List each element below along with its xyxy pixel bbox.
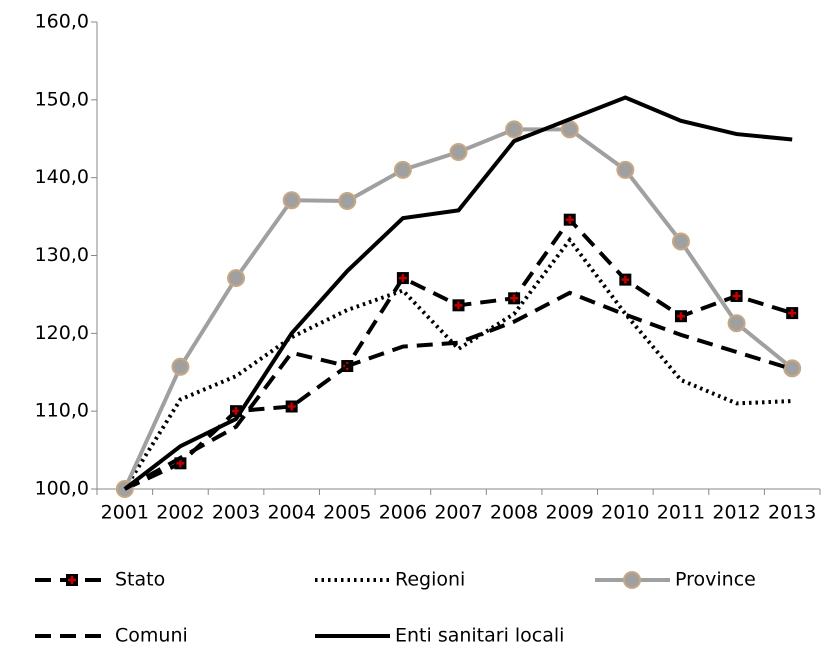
marker [227, 269, 246, 288]
x-tick-label: 2001 [101, 502, 149, 524]
marker [783, 359, 802, 378]
x-tick-label: 2008 [490, 502, 538, 524]
y-tick-label: 140,0 [35, 166, 89, 188]
marker-plus [454, 301, 463, 310]
marker-plus [510, 294, 519, 303]
marker [508, 292, 521, 305]
marker-plus [232, 407, 241, 416]
x-tick-label: 2002 [156, 502, 204, 524]
marker [674, 310, 687, 323]
x-tick-label: 2004 [267, 502, 315, 524]
marker [66, 574, 78, 586]
legend-entry: Regioni [315, 569, 465, 591]
marker [449, 142, 468, 161]
line [123, 236, 793, 491]
marker-plus [621, 275, 630, 284]
y-tick-label: 120,0 [35, 322, 89, 344]
marker [616, 160, 635, 179]
line [123, 290, 793, 491]
y-tick-label: 110,0 [35, 400, 89, 422]
series [123, 236, 793, 491]
series [118, 213, 799, 495]
series [123, 95, 793, 491]
legend-entry: Enti sanitari locali [315, 625, 564, 647]
x-tick-label: 2010 [601, 502, 649, 524]
y-tick-label: 100,0 [35, 478, 89, 500]
x-tick-label: 2012 [712, 502, 760, 524]
y-tick-label: 130,0 [35, 244, 89, 266]
legend-entry: Stato [35, 569, 165, 591]
marker [786, 307, 799, 320]
x-tick-label: 2007 [434, 502, 482, 524]
marker-plus [176, 459, 185, 468]
marker [730, 289, 743, 302]
legend-entry: Comuni [35, 625, 188, 647]
marker [282, 191, 301, 210]
x-tick-label: 2003 [212, 502, 260, 524]
x-tick-label: 2013 [768, 502, 816, 524]
marker-plus [676, 312, 685, 321]
marker [505, 120, 524, 139]
marker-plus [788, 309, 797, 318]
marker [563, 213, 576, 226]
marker [171, 357, 190, 376]
marker [619, 273, 632, 286]
legend-label: Comuni [115, 625, 188, 647]
marker [285, 400, 298, 413]
marker-plus [565, 215, 574, 224]
x-tick-label: 2005 [323, 502, 371, 524]
series [115, 120, 802, 498]
legend-label: Province [675, 569, 756, 591]
x-tick-label: 2006 [379, 502, 427, 524]
legend-entry: Province [595, 569, 756, 591]
marker-plus [68, 576, 76, 584]
y-tick-label: 160,0 [35, 11, 89, 33]
marker-plus [732, 291, 741, 300]
x-tick-label: 2009 [546, 502, 594, 524]
marker [396, 272, 409, 285]
marker [560, 120, 579, 139]
series [123, 290, 793, 491]
marker [338, 192, 357, 211]
marker [393, 160, 412, 179]
marker [727, 314, 746, 333]
x-tick-label: 2011 [657, 502, 705, 524]
marker [452, 299, 465, 312]
legend-label: Stato [115, 569, 165, 591]
line [123, 95, 793, 491]
marker-plus [287, 402, 296, 411]
legend-label: Regioni [395, 569, 465, 591]
marker-plus [398, 274, 407, 283]
marker [623, 571, 641, 589]
y-tick-label: 150,0 [35, 88, 89, 110]
legend-label: Enti sanitari locali [395, 625, 564, 647]
marker [671, 232, 690, 251]
